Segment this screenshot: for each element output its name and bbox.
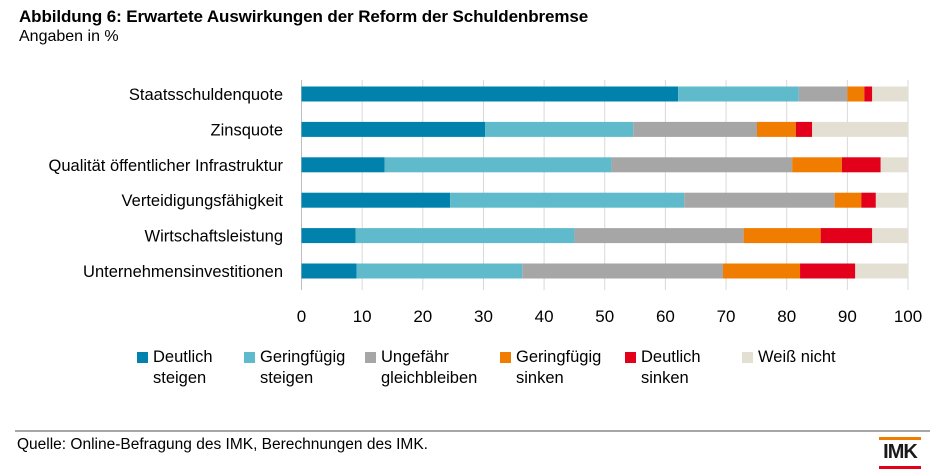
x-tick-label: 50 (595, 307, 614, 326)
x-tick-label: 30 (474, 307, 493, 326)
bar-segment (301, 263, 357, 279)
category-label: Zinsquote (211, 121, 283, 139)
bar-segment (611, 157, 793, 173)
bar-segment (301, 228, 356, 244)
bar-segment (743, 228, 821, 244)
bar-segment (875, 192, 908, 208)
bar-segment (834, 192, 862, 208)
x-tick-label: 70 (717, 307, 736, 326)
bar-segment (522, 263, 724, 279)
bar-segment (355, 228, 575, 244)
bar-segment (574, 228, 744, 244)
bar-segment (861, 192, 876, 208)
legend-swatch (365, 352, 376, 363)
legend-label: Deutlich steigen (153, 348, 213, 387)
logo-red-bar (879, 466, 921, 469)
x-tick-label: 60 (656, 307, 675, 326)
legend-item: Geringfügig sinken (500, 347, 601, 389)
bar-segment (356, 263, 523, 279)
legend-swatch (137, 352, 148, 363)
category-label: Unternehmensinvestitionen (83, 263, 283, 281)
bar-segment (795, 121, 813, 137)
bar-segment (301, 121, 486, 137)
bar-segment (301, 157, 385, 173)
source-note: Quelle: Online-Befragung des IMK, Berech… (17, 436, 428, 453)
legend-label: Geringfügig sinken (516, 348, 602, 387)
bar-segment (855, 263, 908, 279)
bar-segment (798, 86, 848, 102)
legend-label: Weiß nicht (758, 348, 836, 366)
legend-label: Geringfügig steigen (260, 348, 346, 387)
legend-swatch (500, 352, 511, 363)
bar-segment (812, 121, 908, 137)
legend-item: Geringfügig steigen (244, 347, 345, 389)
bar-segment (847, 86, 865, 102)
x-tick-label: 80 (777, 307, 796, 326)
legend-label: Deutlich sinken (641, 348, 701, 387)
x-tick-label: 10 (353, 307, 372, 326)
bar-segment (872, 86, 908, 102)
bar-segment (880, 157, 908, 173)
bar-segment (800, 263, 856, 279)
category-label: Verteidigungsfähigkeit (122, 192, 284, 210)
legend-item: Weiß nicht (742, 347, 836, 368)
bar-segment (450, 192, 685, 208)
bar-segment (301, 192, 451, 208)
legend-swatch (244, 352, 255, 363)
bar-segment (841, 157, 881, 173)
x-tick-label: 0 (297, 307, 306, 326)
bar-segment (301, 86, 679, 102)
bar-segment (792, 157, 842, 173)
imk-logo: IMK (879, 437, 921, 471)
bar-segment (678, 86, 799, 102)
bar-segment (384, 157, 612, 173)
category-label: Staatsschuldenquote (129, 86, 283, 104)
category-label: Qualität öffentlicher Infrastruktur (49, 157, 284, 175)
logo-orange-bar (879, 437, 921, 440)
legend-swatch (742, 352, 753, 363)
logo-text: IMK (883, 441, 918, 463)
legend-item: Deutlich steigen (137, 347, 213, 389)
legend-item: Ungefähr gleichbleiben (365, 347, 477, 389)
bar-segment (684, 192, 835, 208)
bar-segment (820, 228, 873, 244)
x-tick-label: 90 (838, 307, 857, 326)
x-tick-label: 20 (413, 307, 432, 326)
legend-swatch (625, 352, 636, 363)
bar-segment (633, 121, 757, 137)
legend-label: Ungefähr gleichbleiben (381, 348, 478, 387)
footer-divider (15, 430, 930, 432)
x-tick-label: 100 (894, 307, 922, 326)
bar-segment (756, 121, 796, 137)
chart-subtitle: Angaben in % (19, 28, 119, 45)
stacked-bar-chart: 0 10 20 30 40 50 60 70 80 90 100 Staatsschuldenquot… (49, 80, 922, 326)
legend-item: Deutlich sinken (625, 347, 701, 389)
x-tick-label: 40 (535, 307, 554, 326)
bar-segment (872, 228, 908, 244)
bar-segment (723, 263, 801, 279)
bar-segment (864, 86, 873, 102)
bar-segment (485, 121, 634, 137)
category-label: Wirtschaftsleistung (145, 228, 283, 246)
chart-title: Abbildung 6: Erwartete Auswirkungen der … (19, 7, 589, 26)
